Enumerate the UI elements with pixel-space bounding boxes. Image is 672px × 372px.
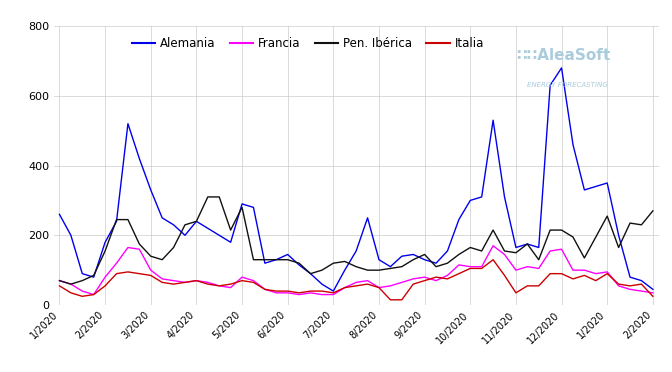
Text: ∷∷AleaSoft: ∷∷AleaSoft — [516, 48, 611, 63]
Legend: Alemania, Francia, Pen. Ibérica, Italia: Alemania, Francia, Pen. Ibérica, Italia — [127, 32, 489, 54]
Text: ENERGY FORECASTING: ENERGY FORECASTING — [527, 82, 607, 88]
